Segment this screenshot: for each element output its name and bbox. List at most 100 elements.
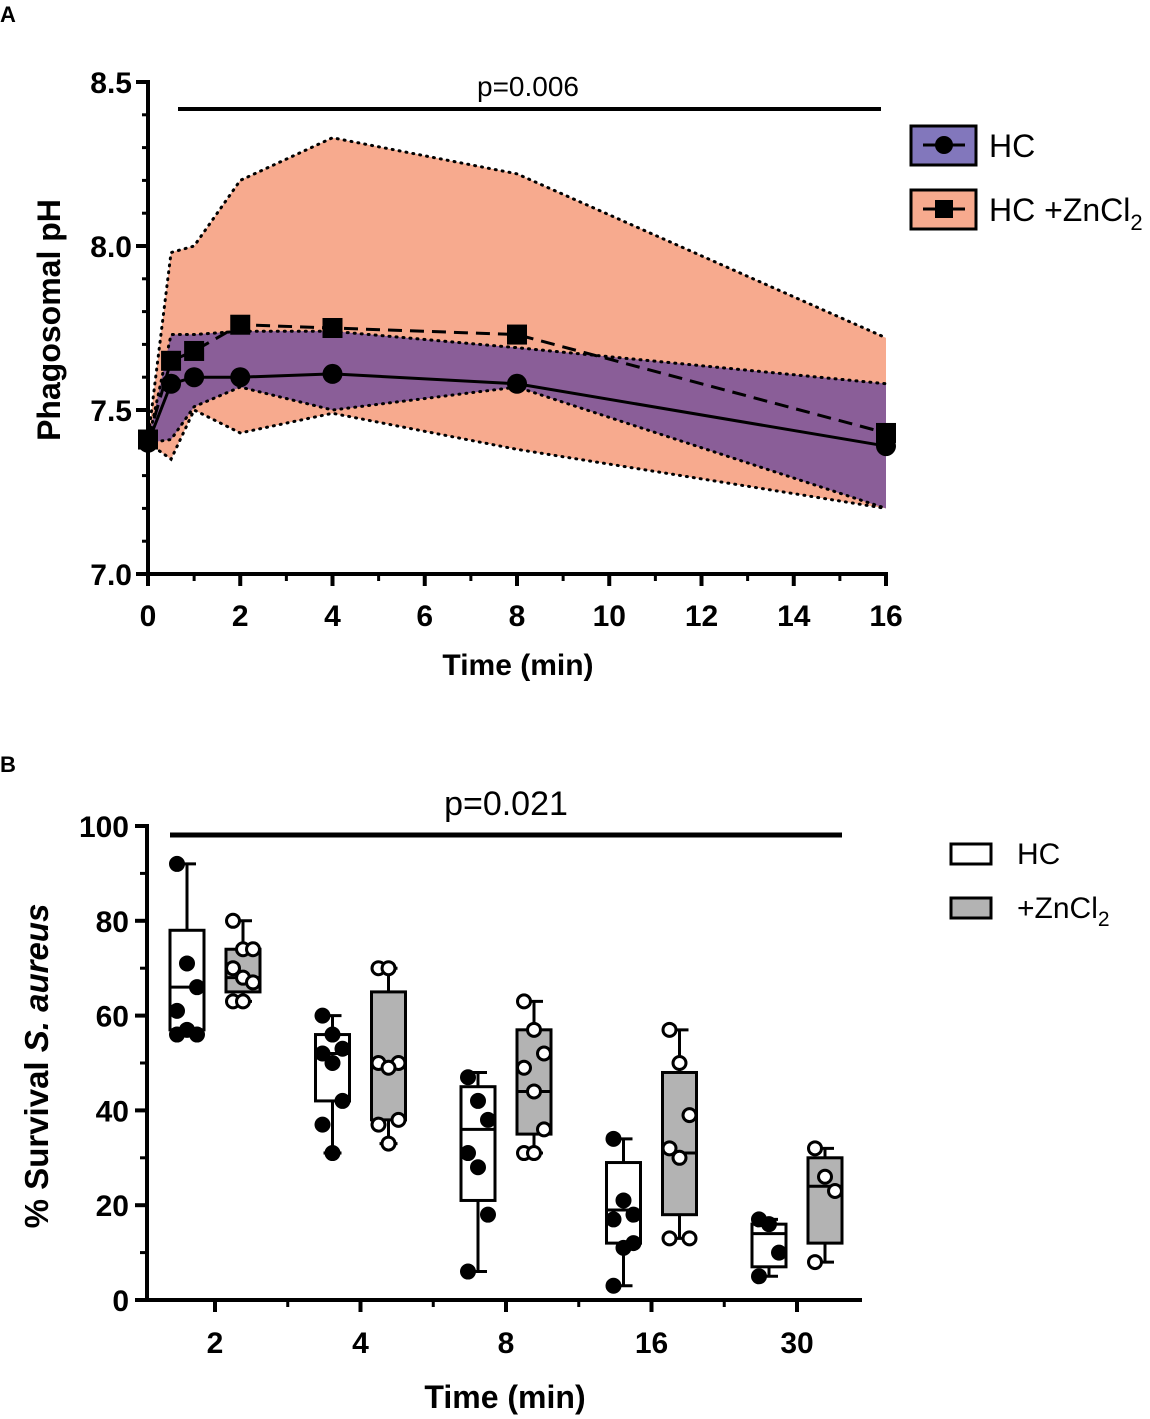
data-point xyxy=(480,1206,496,1223)
data-point xyxy=(460,1145,476,1162)
data-point xyxy=(370,1116,387,1133)
data-point xyxy=(671,1055,688,1071)
y-axis-title-a: Phagosomal pH xyxy=(31,199,67,441)
data-point xyxy=(169,1026,185,1043)
data-point xyxy=(771,1244,787,1261)
data-point xyxy=(225,912,241,929)
data-point xyxy=(605,1211,622,1228)
legend-b: HC +ZnCl2 xyxy=(949,838,1110,931)
data-point xyxy=(390,1111,407,1128)
box-body xyxy=(605,1161,642,1245)
legend-item-hc: HC xyxy=(949,838,1060,871)
marker-square-hc-zncl2 xyxy=(184,340,205,361)
y-tick-label: 7.0 xyxy=(90,559,132,592)
x-tick-label: 16 xyxy=(635,1327,668,1360)
x-tick-label: 4 xyxy=(352,1327,369,1360)
box-hc-8 xyxy=(459,1069,497,1280)
box-body xyxy=(515,1028,553,1136)
data-point xyxy=(334,1092,351,1109)
data-point xyxy=(625,1235,642,1252)
x-tick-label: 2 xyxy=(207,1327,224,1360)
x-tick-label: 6 xyxy=(416,600,433,633)
data-point xyxy=(605,1277,622,1294)
data-point xyxy=(827,1182,843,1199)
data-point xyxy=(460,1263,476,1280)
data-point xyxy=(807,1254,823,1271)
y-tick-label: 100 xyxy=(79,811,129,844)
data-point xyxy=(189,979,205,996)
data-point xyxy=(380,960,397,977)
data-point xyxy=(671,1149,688,1166)
axes: 0 20 40 60 80 100 2 4 8 16 30 xyxy=(79,811,862,1360)
x-tick-label: 2 xyxy=(232,600,249,633)
data-point xyxy=(324,1055,341,1071)
data-point xyxy=(314,1007,331,1024)
x-tick-label: 14 xyxy=(777,600,811,633)
data-point xyxy=(661,1021,678,1038)
data-point xyxy=(817,1168,833,1185)
legend-item-zncl2: +ZnCl2 xyxy=(949,892,1110,931)
data-point xyxy=(169,855,185,872)
x-tick-label: 10 xyxy=(593,600,626,633)
panel-b-chart: 0 20 40 60 80 100 2 4 8 16 30 p=0.021 Time (min) %… xyxy=(18,785,1110,1415)
marker-square-hc-zncl2 xyxy=(230,314,251,335)
legend-label-hc: HC xyxy=(1017,838,1060,871)
data-point xyxy=(807,1140,823,1157)
data-point xyxy=(460,1069,476,1086)
y-axis-title-b: % Survival S. aureus xyxy=(18,904,55,1229)
data-point xyxy=(334,1040,351,1057)
data-point xyxy=(526,1083,542,1100)
box-zncl2-8 xyxy=(515,993,553,1162)
data-point xyxy=(179,955,195,972)
data-point xyxy=(516,1059,532,1076)
legend-marker-square xyxy=(935,200,953,218)
data-point xyxy=(661,1230,678,1247)
data-point xyxy=(245,941,261,958)
data-point xyxy=(380,1135,397,1152)
y-tick-label: 60 xyxy=(96,1001,129,1034)
y-tick-label: 8.5 xyxy=(90,67,132,100)
x-tick-label: 12 xyxy=(685,600,718,633)
data-point xyxy=(661,1140,678,1157)
marker-circle-hc xyxy=(876,436,896,457)
data-point xyxy=(324,1145,341,1162)
marker-square-hc-zncl2 xyxy=(507,324,527,345)
x-tick-label: 4 xyxy=(324,600,341,633)
y-tick-label: 8.0 xyxy=(90,231,132,264)
box-zncl2-30 xyxy=(806,1140,844,1271)
data-point xyxy=(314,1045,331,1062)
y-tick-label: 40 xyxy=(96,1095,129,1128)
data-point xyxy=(536,1045,552,1062)
y-tick-label: 7.5 xyxy=(90,395,132,428)
legend-label-hc-zncl2: HC +ZnCl2 xyxy=(989,192,1143,235)
legend-a: HC HC +ZnCl2 xyxy=(909,124,1143,235)
marker-circle-hc xyxy=(184,367,205,388)
data-point xyxy=(169,1002,185,1019)
legend-swatch-hc xyxy=(949,842,993,866)
data-point xyxy=(536,1121,552,1138)
marker-circle-hc xyxy=(230,367,251,388)
x-tick-label: 8 xyxy=(509,600,526,633)
data-point xyxy=(516,993,532,1010)
marker-square-hc-zncl2 xyxy=(161,350,182,371)
data-point xyxy=(225,960,241,977)
data-point xyxy=(189,1026,205,1043)
panel-a-label: A xyxy=(0,2,16,27)
marker-circle-hc xyxy=(507,373,527,394)
x-tick-label: 30 xyxy=(780,1327,813,1360)
y-tick-label: 0 xyxy=(112,1285,129,1318)
x-tick-label: 8 xyxy=(498,1327,515,1360)
legend-marker-circle xyxy=(935,136,953,154)
box-hc-2 xyxy=(168,855,206,1043)
data-point xyxy=(681,1107,698,1124)
legend-swatch-zn xyxy=(949,896,993,920)
p-value-b: p=0.021 xyxy=(444,785,568,823)
y-tick-label: 20 xyxy=(96,1190,129,1223)
x-axis-title-a: Time (min) xyxy=(442,649,593,682)
legend-label-hc: HC xyxy=(989,128,1035,164)
legend-label-zncl2: +ZnCl2 xyxy=(1017,892,1110,931)
data-point xyxy=(235,993,251,1010)
data-point xyxy=(761,1216,777,1233)
y-tick-label: 80 xyxy=(96,906,129,939)
